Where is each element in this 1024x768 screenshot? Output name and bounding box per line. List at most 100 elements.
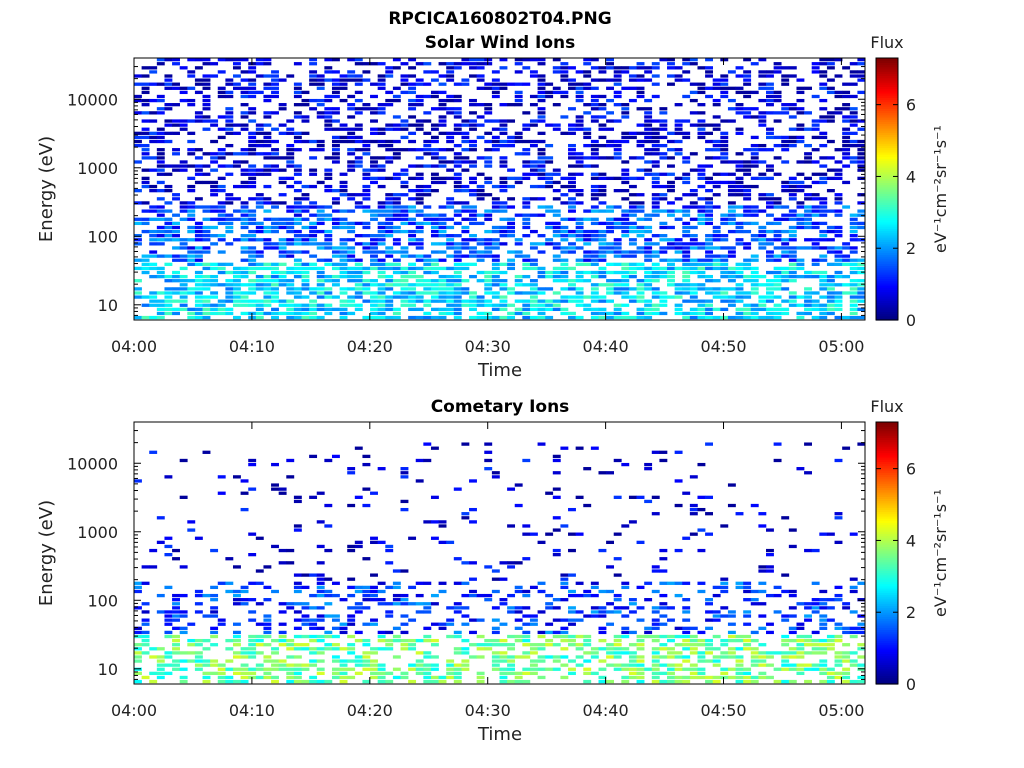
heatmap-cell [682,536,691,540]
heatmap-cell [804,307,812,312]
heatmap-cell [606,679,615,684]
heatmap-cell [758,86,767,90]
heatmap-cell [461,225,470,230]
heatmap-cell [796,663,805,667]
heatmap-cell [766,299,774,303]
heatmap-cell [430,638,439,643]
heatmap-cell [849,119,858,123]
heatmap-cell [811,94,820,99]
heatmap-cell [469,274,477,279]
heatmap-cell [217,164,226,168]
heatmap-cell [682,299,691,303]
heatmap-cell [621,630,630,635]
heatmap-cell [316,246,325,250]
heatmap-cell [826,168,835,172]
heatmap-cell [613,663,622,667]
heatmap-cell [773,229,782,234]
heatmap-cell [271,94,279,99]
heatmap-cell [849,291,858,295]
heatmap-cell [537,634,546,639]
heatmap-cell [194,172,203,176]
heatmap-cell [156,655,165,659]
heatmap-cell [370,131,378,135]
heatmap-cell [316,491,325,495]
heatmap-cell [316,626,325,630]
heatmap-cell [339,659,348,663]
heatmap-cell [491,78,500,82]
heatmap-cell [781,516,790,520]
heatmap-cell [834,638,843,643]
heatmap-cell [377,209,386,213]
heatmap-cell [826,225,835,230]
heatmap-cell [217,238,226,242]
heatmap-cell [598,295,607,299]
heatmap-cell [194,164,203,168]
heatmap-cell [507,561,516,565]
heatmap-cell [164,201,173,205]
heatmap-cell [583,262,592,266]
colorbar-step [876,664,898,668]
heatmap-cell [415,172,424,176]
heatmap-cell [529,242,538,246]
heatmap-cell [598,250,607,254]
heatmap-cell [788,279,797,283]
heatmap-cell [248,610,257,614]
heatmap-cell [826,667,835,671]
heatmap-cell [362,679,371,684]
heatmap-cell [598,679,607,684]
heatmap-cell [849,610,858,614]
heatmap-cell [590,115,599,119]
heatmap-cell [286,679,295,684]
heatmap-cell [164,634,173,639]
heatmap-cell [727,299,736,303]
heatmap-cell [575,90,584,95]
heatmap-cell [750,659,759,663]
heatmap-cell [141,156,150,160]
heatmap-cell [316,589,325,594]
heatmap-cell [301,311,310,316]
heatmap-cell [788,115,797,119]
heatmap-cell [849,111,858,115]
heatmap-cell [476,213,485,217]
heatmap-cell [705,201,713,205]
heatmap-cell [651,254,660,258]
heatmap-cell [529,123,538,127]
heatmap-cell [766,70,774,74]
heatmap-cell [453,581,462,585]
heatmap-cell [400,270,409,275]
heatmap-cell [575,262,584,266]
heatmap-cell [423,606,432,610]
heatmap-cell [461,135,470,140]
heatmap-cell [164,164,173,168]
heatmap-cell [438,123,447,127]
heatmap-cell [636,679,645,684]
heatmap-cell [842,139,851,144]
colorbar-step [876,206,898,210]
heatmap-cell [377,283,386,287]
heatmap-cell [232,123,241,127]
heatmap-cell [606,540,615,545]
heatmap-cell [286,299,295,303]
heatmap-cell [819,671,828,676]
heatmap-cell [773,610,782,614]
heatmap-cell [469,111,477,115]
heatmap-cell [819,143,828,148]
heatmap-cell [766,593,774,598]
heatmap-cell [750,258,759,262]
heatmap-cell [415,78,424,82]
heatmap-cell [834,213,843,217]
heatmap-cell [293,581,302,585]
heatmap-cell [408,86,417,90]
heatmap-cell [385,193,394,197]
colorbar-step [876,62,898,66]
heatmap-cell [278,622,287,626]
heatmap-cell [301,647,310,651]
heatmap-cell [316,139,325,144]
heatmap-cell [248,598,257,602]
heatmap-cell [788,213,797,217]
heatmap-cell [255,262,264,266]
heatmap-cell [408,238,417,242]
heatmap-cell [134,655,142,659]
heatmap-cell [781,651,790,655]
colorbar-tick-label: 2 [906,239,916,258]
